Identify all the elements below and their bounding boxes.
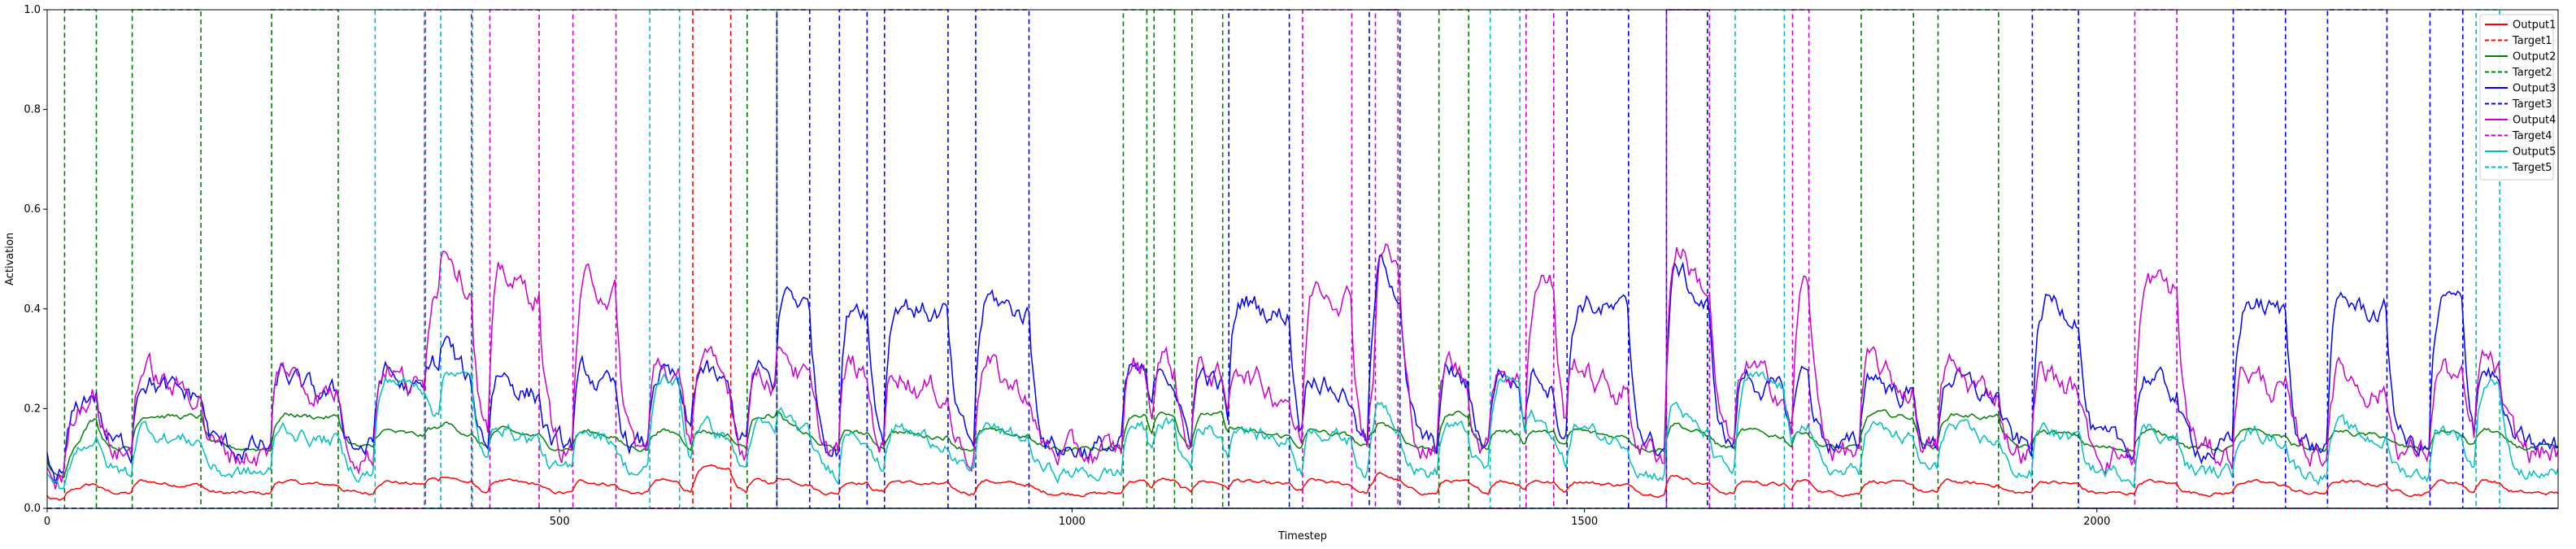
x-tick-label: 2000	[2083, 516, 2110, 528]
y-tick-label: 1.0	[24, 4, 41, 16]
plot-frame	[46, 9, 2559, 509]
x-tick-label: 1500	[1571, 516, 1598, 528]
x-axis-ticks: 0 500 1000 1500 2000	[44, 508, 2110, 528]
legend-entry-label: Target1	[2512, 35, 2552, 47]
x-axis-label: Timestep	[1277, 530, 1327, 542]
legend-entry-label: Output2	[2513, 51, 2556, 63]
series-output5-line	[46, 370, 2559, 490]
legend-entry-label: Target2	[2512, 67, 2552, 79]
x-tick-label: 500	[550, 516, 570, 528]
y-tick-label: 0.0	[24, 503, 41, 515]
legend-entry-label: Target3	[2512, 98, 2552, 111]
y-axis-label: Activation	[4, 233, 16, 285]
series-output1-line	[46, 464, 2559, 501]
legend-entry-label: Output5	[2513, 146, 2556, 159]
legend-entry-label: Output3	[2513, 83, 2556, 95]
legend-entry-label: Target4	[2512, 130, 2552, 142]
x-tick-label: 0	[44, 516, 50, 528]
legend-entry-label: Target5	[2512, 162, 2552, 174]
y-tick-label: 0.8	[24, 104, 41, 116]
y-axis-ticks: 0.0 0.2 0.4 0.6 0.8 1.0	[24, 4, 47, 515]
series-output4-line	[46, 242, 2559, 490]
y-tick-label: 0.6	[24, 203, 41, 216]
legend-entry-label: Output4	[2513, 115, 2556, 127]
legend: Output1 Target1 Output2 Target2 Output3 Targe…	[2479, 14, 2556, 181]
series-layer	[46, 9, 2559, 509]
y-tick-label: 0.2	[24, 403, 41, 415]
y-tick-label: 0.4	[24, 303, 41, 316]
x-tick-label: 1000	[1059, 516, 1086, 528]
legend-entry-label: Output1	[2513, 20, 2556, 32]
